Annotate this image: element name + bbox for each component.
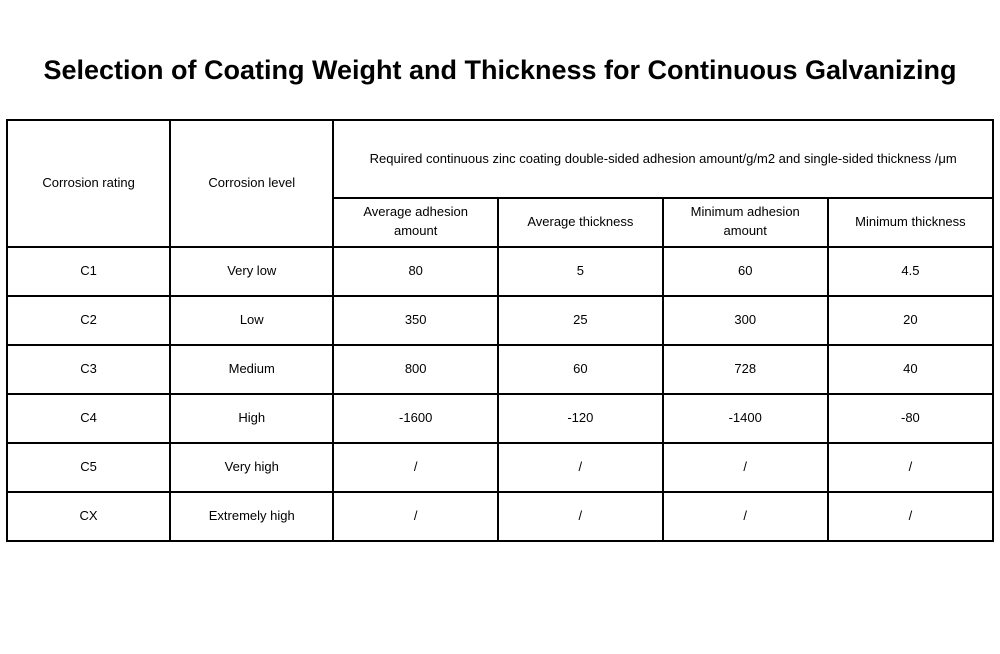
cell-average-thickness: 25: [497, 294, 664, 346]
col-header-group: Required continuous zinc coating double-…: [332, 118, 994, 199]
cell-average-thickness: /: [497, 490, 664, 542]
cell-level: Low: [169, 294, 335, 346]
table-row-c3: C3 Medium 800 60 728 40: [5, 343, 995, 395]
cell-average-adhesion: 800: [332, 343, 499, 395]
cell-minimum-thickness: /: [826, 490, 995, 542]
col-header-corrosion-level: Corrosion level: [169, 118, 335, 248]
table-row-cx: CX Extremely high / / / /: [5, 490, 995, 542]
table-row-c4: C4 High -1600 -120 -1400 -80: [5, 392, 995, 444]
cell-level: High: [169, 392, 335, 444]
col-header-minimum-adhesion-amount: Minimum adhesion amount: [661, 196, 829, 248]
cell-minimum-adhesion: /: [661, 441, 829, 493]
cell-average-adhesion: 350: [332, 294, 499, 346]
cell-rating: C2: [5, 294, 172, 346]
cell-average-thickness: /: [497, 441, 664, 493]
cell-level: Medium: [169, 343, 335, 395]
cell-rating: C5: [5, 441, 172, 493]
cell-minimum-thickness: 40: [826, 343, 995, 395]
col-header-average-adhesion-amount: Average adhesion amount: [332, 196, 499, 248]
cell-minimum-adhesion: /: [661, 490, 829, 542]
cell-minimum-thickness: 4.5: [826, 245, 995, 297]
cell-minimum-adhesion: 60: [661, 245, 829, 297]
cell-minimum-thickness: 20: [826, 294, 995, 346]
col-header-minimum-thickness: Minimum thickness: [826, 196, 995, 248]
cell-average-thickness: 60: [497, 343, 664, 395]
cell-level: Very low: [169, 245, 335, 297]
table-header-row-2: Average adhesion amount Average thicknes…: [7, 196, 995, 248]
cell-minimum-adhesion: -1400: [661, 392, 829, 444]
cell-average-adhesion: /: [332, 490, 499, 542]
cell-rating: CX: [5, 490, 172, 542]
cell-minimum-adhesion: 300: [661, 294, 829, 346]
cell-rating: C4: [5, 392, 172, 444]
cell-minimum-adhesion: 728: [661, 343, 829, 395]
cell-level: Extremely high: [169, 490, 335, 542]
cell-rating: C1: [5, 245, 172, 297]
cell-average-thickness: -120: [497, 392, 664, 444]
col-header-average-thickness: Average thickness: [497, 196, 664, 248]
table-row-c5: C5 Very high / / / /: [5, 441, 995, 493]
table-row-c1: C1 Very low 80 5 60 4.5: [5, 245, 995, 297]
cell-average-adhesion: /: [332, 441, 499, 493]
cell-level: Very high: [169, 441, 335, 493]
cell-average-adhesion: -1600: [332, 392, 499, 444]
col-header-group-text: Required continuous zinc coating double-…: [369, 150, 957, 166]
galvanizing-table: Corrosion rating Corrosion level Require…: [5, 118, 995, 542]
cell-average-thickness: 5: [497, 245, 664, 297]
cell-rating: C3: [5, 343, 172, 395]
table-row-c2: C2 Low 350 25 300 20: [5, 294, 995, 346]
cell-minimum-thickness: /: [826, 441, 995, 493]
cell-average-adhesion: 80: [332, 245, 499, 297]
table-header-row-1: Corrosion rating Corrosion level Require…: [5, 118, 994, 248]
col-header-corrosion-rating: Corrosion rating: [5, 118, 172, 248]
page-title: Selection of Coating Weight and Thicknes…: [43, 55, 957, 85]
cell-minimum-thickness: -80: [826, 392, 995, 444]
